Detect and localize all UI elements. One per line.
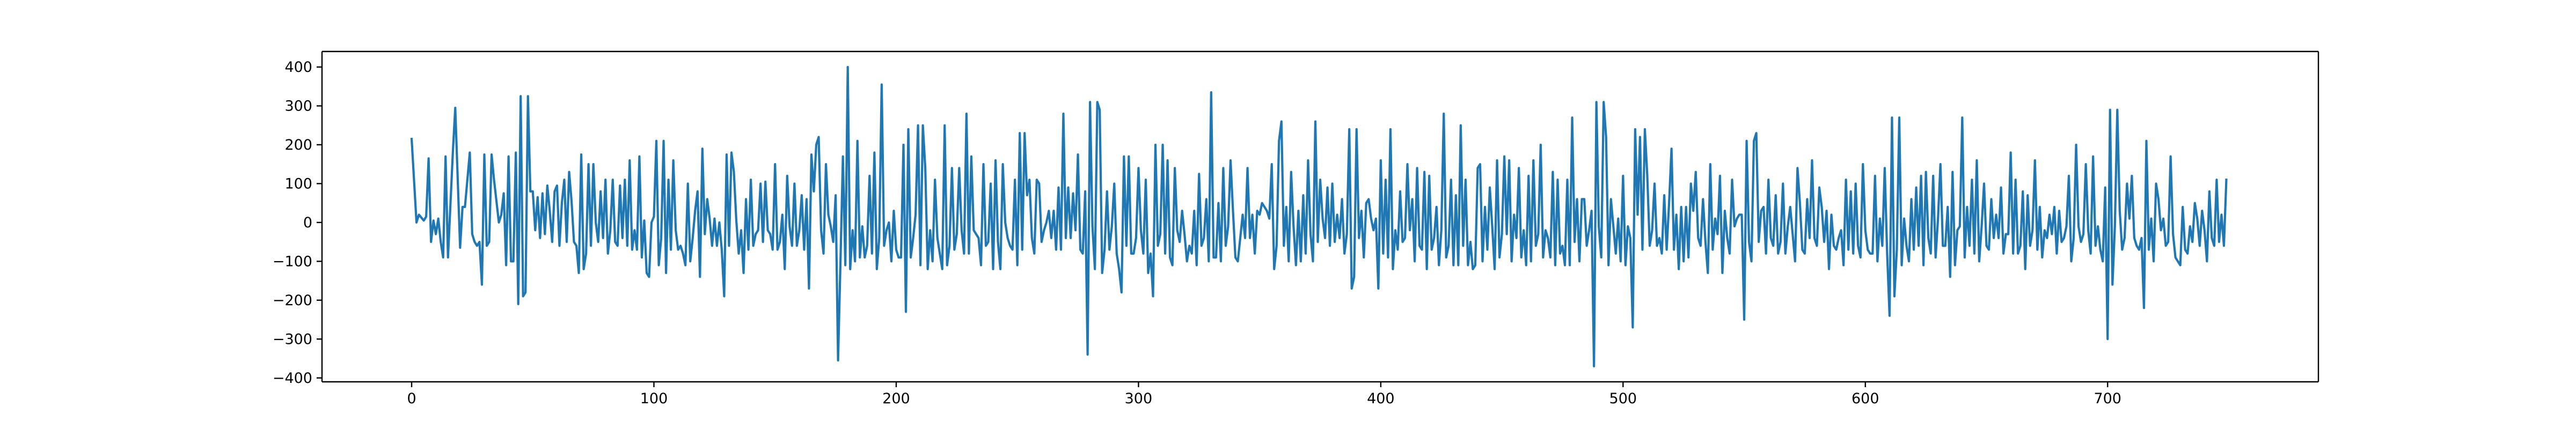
y-axis: −400 −300 −200 −100 0 100 200 300 400: [273, 59, 322, 387]
y-tick-label: 300: [284, 98, 312, 114]
x-tick-label: 100: [640, 390, 668, 407]
x-tick-label: 400: [1367, 390, 1395, 407]
series-layer: [410, 65, 2228, 368]
y-tick-label: 400: [284, 59, 312, 76]
axes-layer: [321, 50, 2319, 383]
series-points: [412, 66, 2227, 367]
y-tick-label: 0: [303, 214, 312, 231]
y-tick-label: −200: [273, 292, 312, 309]
y-tick-label: −400: [273, 370, 312, 387]
x-tick-label: 600: [1851, 390, 1879, 407]
y-tick-label: 100: [284, 175, 312, 192]
x-tick-label: 700: [2094, 390, 2121, 407]
y-tick-label: −300: [273, 331, 312, 347]
y-tick-label: −100: [273, 253, 312, 270]
x-tick-label: 0: [407, 390, 416, 407]
x-tick-label: 500: [1609, 390, 1637, 407]
x-tick-label: 300: [1125, 390, 1153, 407]
x-tick-label: 200: [882, 390, 910, 407]
x-axis: 0 100 200 300 400 500 600 700: [407, 382, 2121, 407]
y-tick-label: 200: [284, 137, 312, 153]
